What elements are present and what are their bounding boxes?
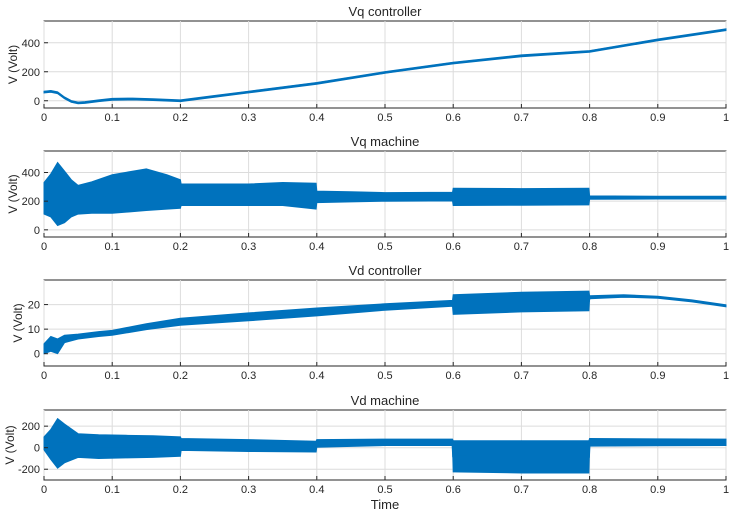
x-tick-label: 0.2 <box>173 241 188 253</box>
y-tick-label: 200 <box>22 421 40 433</box>
series-envelope <box>43 290 727 355</box>
x-tick-label: 0.4 <box>309 241 324 253</box>
y-tick-label: 0 <box>34 96 40 108</box>
y-tick-label: 0 <box>34 349 40 361</box>
x-tick-label: 0.3 <box>241 370 256 382</box>
x-tick-label: 1 <box>723 484 729 496</box>
x-tick-label: 0.2 <box>173 112 188 124</box>
x-tick-label: 0.6 <box>446 484 461 496</box>
x-tick-label: 0 <box>41 484 47 496</box>
x-tick-label: 0.6 <box>446 112 461 124</box>
y-tick-label: 0 <box>34 225 40 237</box>
x-tick-label: 0.7 <box>514 112 529 124</box>
y-axis-label: V (Volt) <box>6 45 20 84</box>
x-tick-label: 0 <box>41 112 47 124</box>
panel-title: Vd controller <box>349 263 423 278</box>
x-tick-label: 0.6 <box>446 241 461 253</box>
x-axis-label: Time <box>371 497 399 512</box>
x-tick-label: 0.2 <box>173 370 188 382</box>
panel-title: Vq machine <box>351 134 420 149</box>
x-tick-label: 0.5 <box>377 112 392 124</box>
y-tick-label: 200 <box>22 67 40 79</box>
x-tick-label: 0.6 <box>446 370 461 382</box>
data-layer <box>43 290 727 355</box>
x-tick-label: 0.1 <box>105 484 120 496</box>
x-tick-label: 0.2 <box>173 484 188 496</box>
panel-vq-machine: 0 0.1 0.2 0.3 0.4 0.5 0.6 0.7 0.8 0.9 1 0 200 400 Vq … <box>6 134 729 253</box>
x-tick-label: 0.3 <box>241 112 256 124</box>
y-tick-label: 0 <box>34 443 40 455</box>
x-tick-label: 0.8 <box>582 241 597 253</box>
x-tick-label: 0.8 <box>582 112 597 124</box>
panel-vq-controller: 0 0.1 0.2 0.3 0.4 0.5 0.6 0.7 0.8 0.9 1 0 200 400 Vq … <box>6 4 729 124</box>
x-tick-label: 1 <box>723 112 729 124</box>
series-line <box>43 28 727 104</box>
x-tick-label: 0.9 <box>650 370 665 382</box>
data-layer <box>43 161 727 227</box>
tick-layer: 0 0.1 0.2 0.3 0.4 0.5 0.6 0.7 0.8 0.9 1 0 200 400 <box>22 168 729 254</box>
y-axis-label: V (Volt) <box>6 174 20 213</box>
y-tick-label: -200 <box>18 464 40 476</box>
x-tick-label: 0.8 <box>582 484 597 496</box>
data-layer <box>43 28 727 105</box>
x-tick-label: 0.4 <box>309 370 324 382</box>
x-tick-label: 0.9 <box>650 112 665 124</box>
x-tick-label: 0.4 <box>309 112 324 124</box>
series-envelope <box>43 417 727 474</box>
x-tick-label: 0.3 <box>241 484 256 496</box>
x-tick-label: 0.5 <box>377 370 392 382</box>
grid <box>43 21 727 108</box>
x-tick-label: 0.8 <box>582 370 597 382</box>
x-tick-label: 0.5 <box>377 484 392 496</box>
x-tick-label: 0 <box>41 241 47 253</box>
x-tick-label: 0.1 <box>105 370 120 382</box>
panel-title: Vd machine <box>351 393 420 408</box>
y-tick-label: 400 <box>22 38 40 50</box>
y-tick-label: 20 <box>28 300 40 312</box>
series-line <box>43 441 726 458</box>
x-tick-label: 0.3 <box>241 241 256 253</box>
series-line <box>43 188 726 201</box>
x-tick-label: 0.9 <box>650 241 665 253</box>
tick-layer: 0 0.1 0.2 0.3 0.4 0.5 0.6 0.7 0.8 0.9 1 0 200 400 <box>22 38 729 124</box>
data-layer <box>43 417 727 474</box>
x-tick-label: 1 <box>723 241 729 253</box>
x-tick-label: 0.4 <box>309 484 324 496</box>
x-tick-label: 0.7 <box>514 484 529 496</box>
x-tick-label: 0.1 <box>105 241 120 253</box>
y-tick-label: 10 <box>28 324 40 336</box>
x-tick-label: 0.1 <box>105 112 120 124</box>
series-line <box>43 294 727 350</box>
y-axis-label: V (Volt) <box>3 425 17 464</box>
x-tick-label: 0.7 <box>514 370 529 382</box>
x-tick-label: 0 <box>41 370 47 382</box>
x-tick-label: 0.9 <box>650 484 665 496</box>
x-tick-label: 0.7 <box>514 241 529 253</box>
panel-title: Vq controller <box>349 4 423 19</box>
x-tick-label: 0.5 <box>377 241 392 253</box>
x-tick-label: 1 <box>723 370 729 382</box>
y-tick-label: 200 <box>22 196 40 208</box>
series-envelope <box>43 161 727 227</box>
y-tick-label: 400 <box>22 168 40 180</box>
y-axis-label: V (Volt) <box>11 303 25 342</box>
